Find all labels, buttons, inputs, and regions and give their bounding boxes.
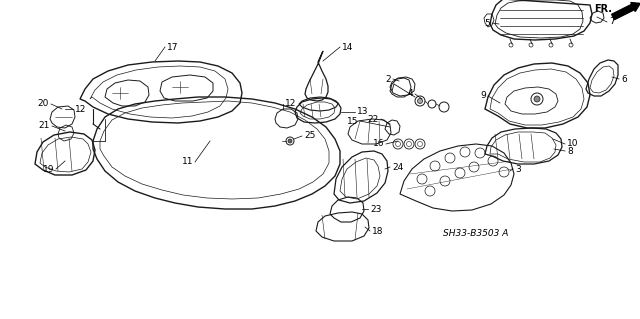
Text: 15: 15 [346,116,358,125]
Text: 21: 21 [38,122,50,130]
Text: 18: 18 [372,226,383,235]
Text: 25: 25 [304,131,316,140]
Text: 13: 13 [357,108,369,116]
Text: FR.: FR. [594,4,612,14]
Text: 5: 5 [484,19,490,27]
Text: 23: 23 [370,204,381,213]
Circle shape [417,99,422,103]
Circle shape [288,139,292,143]
FancyArrow shape [612,3,640,20]
Text: 6: 6 [621,75,627,84]
Text: 24: 24 [392,162,403,172]
Text: 16: 16 [372,139,384,149]
Text: 20: 20 [38,100,49,108]
Text: 2: 2 [385,75,391,84]
Text: 14: 14 [342,42,353,51]
Text: 17: 17 [167,42,179,51]
Text: SH33-B3503 A: SH33-B3503 A [443,229,508,239]
Text: 19: 19 [42,165,54,174]
Text: 22: 22 [368,115,379,123]
Text: 10: 10 [567,139,579,149]
Text: 9: 9 [480,92,486,100]
Text: 4: 4 [408,90,413,99]
Text: 8: 8 [567,146,573,155]
Text: 12: 12 [75,105,86,114]
Text: 11: 11 [182,158,193,167]
Text: 3: 3 [515,165,521,174]
Circle shape [534,96,540,102]
Text: 7: 7 [609,18,615,26]
Text: 12: 12 [285,100,296,108]
